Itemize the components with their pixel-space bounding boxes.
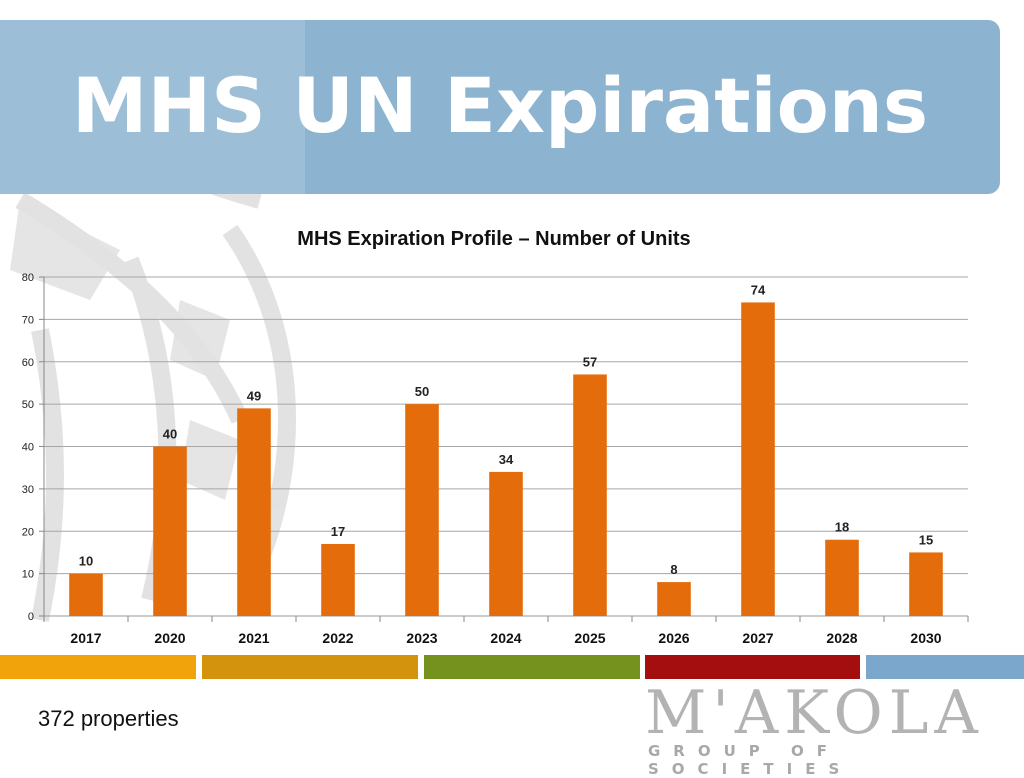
stripe-gold [202,655,418,679]
data-label-2021: 49 [247,388,261,403]
makola-logo: M'AKOLA [645,678,984,748]
bar-2022 [321,543,355,616]
y-tick-label-50: 50 [22,399,34,411]
y-tick-label-70: 70 [22,314,34,326]
data-label-2027: 74 [751,282,766,297]
data-label-2028: 18 [835,520,849,535]
bar-2021 [237,408,271,616]
bar-2024 [489,471,523,616]
x-tick-label-2022: 2022 [322,630,353,646]
stripe-red [645,655,860,679]
data-label-2030: 15 [919,532,933,547]
x-tick-label-2030: 2030 [910,630,941,646]
chart-bars [69,302,943,616]
y-tick-label-10: 10 [22,569,34,581]
x-tick-label-2027: 2027 [742,630,773,646]
bar-2023 [405,404,439,616]
banner-art-panel [0,20,305,194]
y-axis: 0 10 20 30 40 50 60 70 80 [22,272,45,623]
bar-2025 [573,374,607,616]
bar-2026 [657,582,691,616]
data-label-2022: 17 [331,524,345,539]
bar-2027 [741,302,775,616]
x-tick-label-2024: 2024 [490,630,521,646]
y-tick-label-20: 20 [22,526,34,538]
data-label-2025: 57 [583,354,597,369]
expiration-bar-chart: MHS Expiration Profile – Number of Units… [22,228,969,646]
x-tick-label-2017: 2017 [70,630,101,646]
x-tick-label-2026: 2026 [658,630,689,646]
chart-title: MHS Expiration Profile – Number of Units [297,228,690,250]
y-tick-label-40: 40 [22,442,34,454]
bar-2030 [909,552,943,616]
y-tick-label-80: 80 [22,272,34,284]
data-label-2023: 50 [415,384,429,399]
chart-data-labels: 10 40 49 17 50 34 57 8 74 18 15 [79,282,933,577]
properties-count: 372 properties [38,706,179,731]
bar-2028 [825,539,859,616]
data-label-2017: 10 [79,554,93,569]
data-label-2020: 40 [163,427,177,442]
y-tick-label-0: 0 [28,611,34,623]
bar-2017 [69,573,103,616]
stripe-orange [0,655,196,679]
stripe-green [424,655,640,679]
y-tick-label-30: 30 [22,484,34,496]
x-tick-label-2025: 2025 [574,630,605,646]
slide-title: MHS UN Expirations [71,61,929,150]
data-label-2024: 34 [499,452,514,467]
x-tick-label-2020: 2020 [154,630,185,646]
x-axis: 2017 2020 2021 2022 2023 2024 2025 2026 2027 2028… [43,616,969,646]
y-tick-label-60: 60 [22,357,34,369]
x-tick-label-2021: 2021 [238,630,269,646]
bar-2020 [153,446,187,616]
x-tick-label-2023: 2023 [406,630,437,646]
makola-logo-subtitle: GROUP OF SOCIETIES [648,742,853,778]
x-tick-label-2028: 2028 [826,630,857,646]
stripe-blue [866,655,1024,679]
data-label-2026: 8 [670,562,677,577]
